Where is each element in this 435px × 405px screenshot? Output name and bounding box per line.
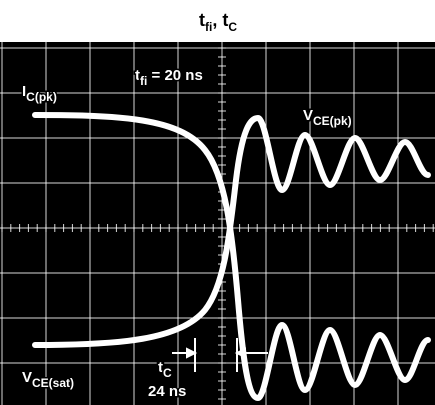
ic-pk-label: IC(pk) <box>22 83 57 104</box>
label-base: V <box>303 107 313 124</box>
vce-pk-label: VCE(pk) <box>303 107 352 128</box>
vce-sat-label: VCE(sat) <box>22 369 74 390</box>
tfi-label: tfi = 20 ns <box>135 67 203 88</box>
label-base: V <box>22 369 32 386</box>
label-rest: = 20 ns <box>147 67 202 84</box>
ic-waveform <box>32 112 431 401</box>
label-sub: C(pk) <box>26 90 57 104</box>
label-sub: fi <box>140 74 147 88</box>
title-sub: fi <box>205 20 212 34</box>
vce-waveform <box>32 115 431 348</box>
tc-label: tC <box>158 359 172 380</box>
tc-value: 24 ns <box>148 383 186 400</box>
label-sub: C <box>163 366 172 380</box>
title-sub: C <box>228 20 237 34</box>
title-part: , t <box>212 10 228 30</box>
title: tfi, tC <box>199 10 237 34</box>
tc-markers <box>172 338 268 372</box>
label-base: I <box>22 83 26 100</box>
label-sub: CE(pk) <box>313 114 352 128</box>
label-base: t <box>135 67 140 84</box>
label-sub: CE(sat) <box>32 376 74 390</box>
label-base: t <box>158 359 163 376</box>
title-part: t <box>199 10 205 30</box>
